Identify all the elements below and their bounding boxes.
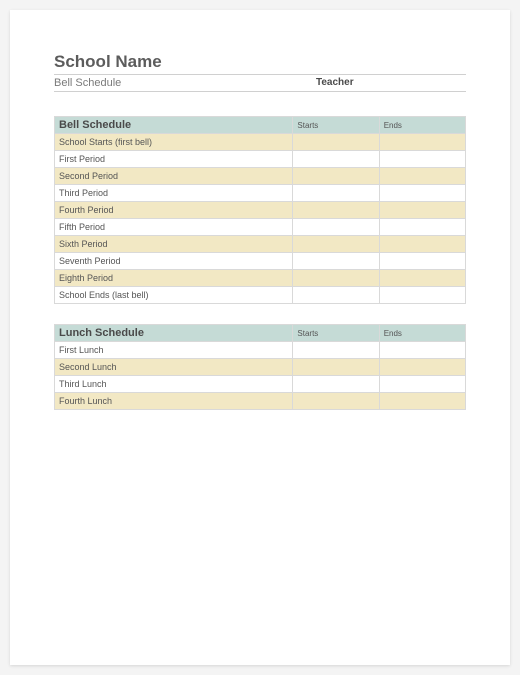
- ends-cell: [379, 151, 465, 168]
- table-row: First Period: [55, 151, 466, 168]
- table-row: Fourth Lunch: [55, 393, 466, 410]
- starts-cell: [293, 342, 379, 359]
- table-row: School Ends (last bell): [55, 287, 466, 304]
- starts-cell: [293, 236, 379, 253]
- column-header: Ends: [379, 325, 465, 342]
- schedule-table: Lunch ScheduleStartsEnds First LunchSecon…: [54, 324, 466, 410]
- table-row: School Starts (first bell): [55, 134, 466, 151]
- ends-cell: [379, 359, 465, 376]
- row-label: Seventh Period: [55, 253, 293, 270]
- column-header: Starts: [293, 325, 379, 342]
- ends-cell: [379, 270, 465, 287]
- row-label: School Ends (last bell): [55, 287, 293, 304]
- starts-cell: [293, 185, 379, 202]
- row-label: First Lunch: [55, 342, 293, 359]
- ends-cell: [379, 236, 465, 253]
- row-label: Third Lunch: [55, 376, 293, 393]
- starts-cell: [293, 151, 379, 168]
- table-row: Fifth Period: [55, 219, 466, 236]
- starts-cell: [293, 376, 379, 393]
- ends-cell: [379, 342, 465, 359]
- starts-cell: [293, 287, 379, 304]
- row-label: Fourth Period: [55, 202, 293, 219]
- starts-cell: [293, 219, 379, 236]
- row-label: School Starts (first bell): [55, 134, 293, 151]
- starts-cell: [293, 134, 379, 151]
- table-row: Fourth Period: [55, 202, 466, 219]
- table-row: Eighth Period: [55, 270, 466, 287]
- row-label: Second Period: [55, 168, 293, 185]
- table-row: Second Period: [55, 168, 466, 185]
- table-row: Seventh Period: [55, 253, 466, 270]
- document-page: School Name Bell Schedule Teacher Bell S…: [10, 10, 510, 665]
- section-title: Bell Schedule: [55, 117, 293, 134]
- table-row: Second Lunch: [55, 359, 466, 376]
- schedule-table: Bell ScheduleStartsEnds School Starts (fi…: [54, 116, 466, 304]
- ends-cell: [379, 253, 465, 270]
- starts-cell: [293, 253, 379, 270]
- row-label: Second Lunch: [55, 359, 293, 376]
- starts-cell: [293, 168, 379, 185]
- starts-cell: [293, 202, 379, 219]
- table-row: Third Lunch: [55, 376, 466, 393]
- column-header: Starts: [293, 117, 379, 134]
- subtitle: Bell Schedule: [54, 77, 316, 89]
- table-row: Third Period: [55, 185, 466, 202]
- section-title: Lunch Schedule: [55, 325, 293, 342]
- ends-cell: [379, 168, 465, 185]
- ends-cell: [379, 185, 465, 202]
- starts-cell: [293, 393, 379, 410]
- row-label: First Period: [55, 151, 293, 168]
- tables-container: Bell ScheduleStartsEndsSchool Starts (fi…: [54, 116, 466, 410]
- ends-cell: [379, 376, 465, 393]
- subheader-row: Bell Schedule Teacher: [54, 74, 466, 92]
- ends-cell: [379, 393, 465, 410]
- ends-cell: [379, 287, 465, 304]
- row-label: Eighth Period: [55, 270, 293, 287]
- page-title: School Name: [54, 52, 466, 72]
- teacher-label: Teacher: [316, 77, 466, 89]
- row-label: Third Period: [55, 185, 293, 202]
- column-header: Ends: [379, 117, 465, 134]
- starts-cell: [293, 359, 379, 376]
- ends-cell: [379, 134, 465, 151]
- table-row: First Lunch: [55, 342, 466, 359]
- ends-cell: [379, 202, 465, 219]
- row-label: Fourth Lunch: [55, 393, 293, 410]
- row-label: Sixth Period: [55, 236, 293, 253]
- table-row: Sixth Period: [55, 236, 466, 253]
- starts-cell: [293, 270, 379, 287]
- row-label: Fifth Period: [55, 219, 293, 236]
- ends-cell: [379, 219, 465, 236]
